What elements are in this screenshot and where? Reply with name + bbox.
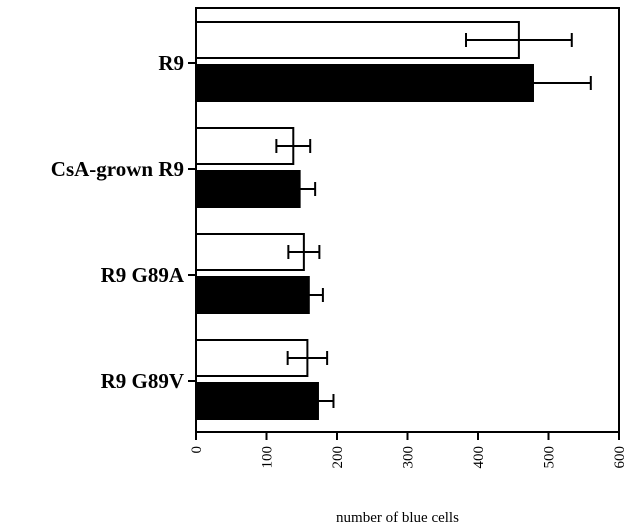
x-tick-label-4: 400 — [471, 446, 487, 469]
x-tick-label-0: 0 — [189, 446, 205, 454]
filled-bar-3 — [195, 382, 319, 420]
filled-bar-0 — [195, 64, 534, 102]
x-tick-label-3: 300 — [401, 446, 417, 469]
x-tick-label-5: 500 — [542, 446, 558, 469]
category-label-1: CsA-grown R9 — [51, 157, 184, 181]
ticks-layer: 0 100 200 300 400 500 600 — [188, 62, 624, 469]
plot-layer — [195, 21, 592, 420]
category-labels: R9 CsA-grown R9 R9 G89A R9 G89V — [51, 51, 185, 393]
filled-bar-2 — [195, 276, 310, 314]
x-axis-title: number of blue cells — [336, 510, 459, 526]
filled-bar-1 — [195, 170, 301, 208]
category-label-2: R9 G89A — [101, 263, 185, 287]
x-tick-label-1: 100 — [260, 446, 276, 469]
category-label-3: R9 G89V — [101, 369, 184, 393]
x-tick-label-2: 200 — [330, 446, 346, 469]
category-label-0: R9 — [158, 51, 184, 75]
x-tick-label-6: 600 — [612, 446, 624, 469]
